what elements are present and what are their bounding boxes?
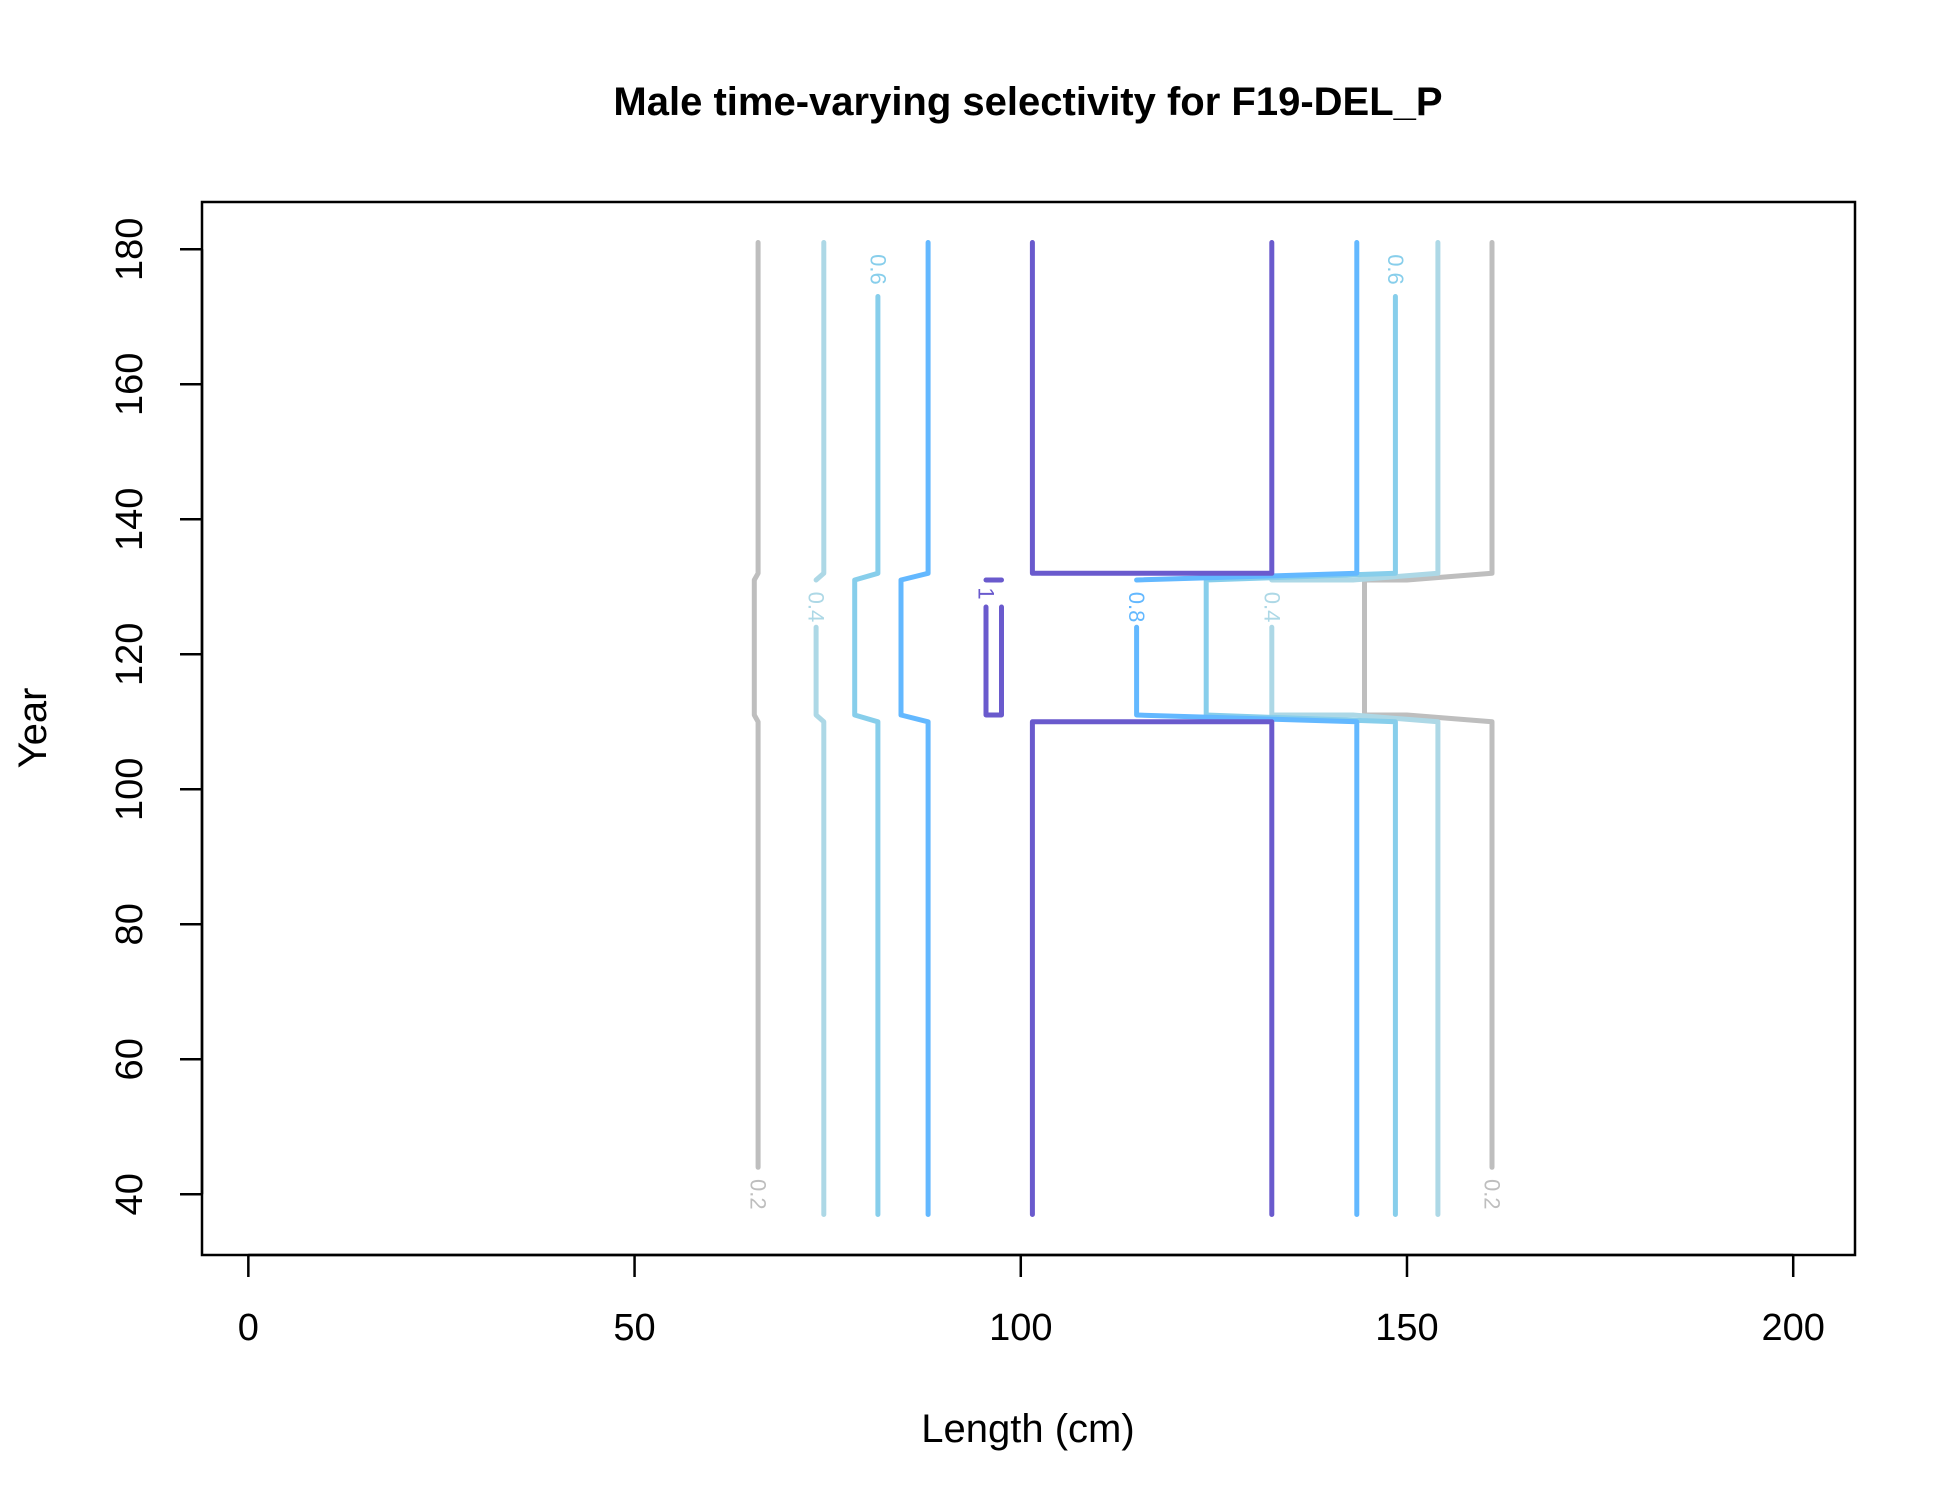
contour-line-0_8-0-0: [898, 240, 931, 1217]
plot-area: [200, 200, 1857, 1257]
x-tick-label-50: 50: [613, 1307, 655, 1349]
x-axis: 0 50 100 150 200: [238, 1253, 1825, 1349]
contour-label-0_6-0: 0.6: [865, 254, 890, 285]
contour-line-0_4-0-0: [813, 624, 827, 1217]
chart-title: Male time-varying selectivity for F19-DE…: [613, 80, 1442, 124]
y-tick-label-140: 140: [109, 488, 151, 551]
contour-label-0_8-1: 0.8: [1124, 592, 1149, 623]
contour-line-0_6-1-0: [1203, 294, 1398, 1217]
contour-line-0_2-1-0: [1362, 240, 1495, 1170]
contour-line-0_8-1-0: [1134, 624, 1360, 1217]
y-tick-label-80: 80: [109, 903, 151, 945]
contour-line-0_4-0-1: [813, 240, 827, 583]
y-tick-label-60: 60: [109, 1038, 151, 1080]
contour-line-0_8-1-1: [1134, 240, 1360, 583]
x-axis-label: Length (cm): [921, 1407, 1134, 1451]
contour-label-0_4-1: 0.4: [1259, 592, 1284, 623]
contour-label-0_6-1: 0.6: [1383, 254, 1408, 285]
y-tick-label-100: 100: [109, 758, 151, 821]
contour-line-0_4-1-0: [1269, 624, 1441, 1217]
y-axis-label: Year: [11, 688, 55, 769]
contour-line-1-0-0: [1029, 719, 1275, 1217]
y-tick-label-40: 40: [109, 1173, 151, 1215]
contour-label-0_2-1: 0.2: [1480, 1179, 1505, 1210]
contour-label-1-2: 1: [974, 587, 999, 599]
contour-line-0_2-0-0: [751, 240, 761, 1170]
contour-label-0_2-0: 0.2: [746, 1179, 771, 1210]
contour-line-0_6-0-0: [852, 294, 881, 1217]
contour-lines: [751, 240, 1495, 1217]
y-tick-label-120: 120: [109, 623, 151, 686]
y-axis: 40 60 80 100 120 140 160 180: [109, 218, 204, 1215]
y-tick-label-180: 180: [109, 218, 151, 281]
y-tick-label-160: 160: [109, 353, 151, 416]
contour-labels: 0.2 0.2 0.4 0.4 0.6 0.6 0.8 1: [746, 254, 1505, 1209]
contour-line-1-1-0: [1029, 240, 1275, 576]
x-tick-label-100: 100: [989, 1307, 1052, 1349]
x-tick-label-200: 200: [1762, 1307, 1825, 1349]
contour-line-1-2-0: [983, 604, 1004, 718]
x-tick-label-0: 0: [238, 1307, 259, 1349]
contour-label-0_4-0: 0.4: [804, 592, 829, 623]
contour-line-0_4-1-1: [1269, 240, 1441, 583]
x-tick-label-150: 150: [1375, 1307, 1438, 1349]
